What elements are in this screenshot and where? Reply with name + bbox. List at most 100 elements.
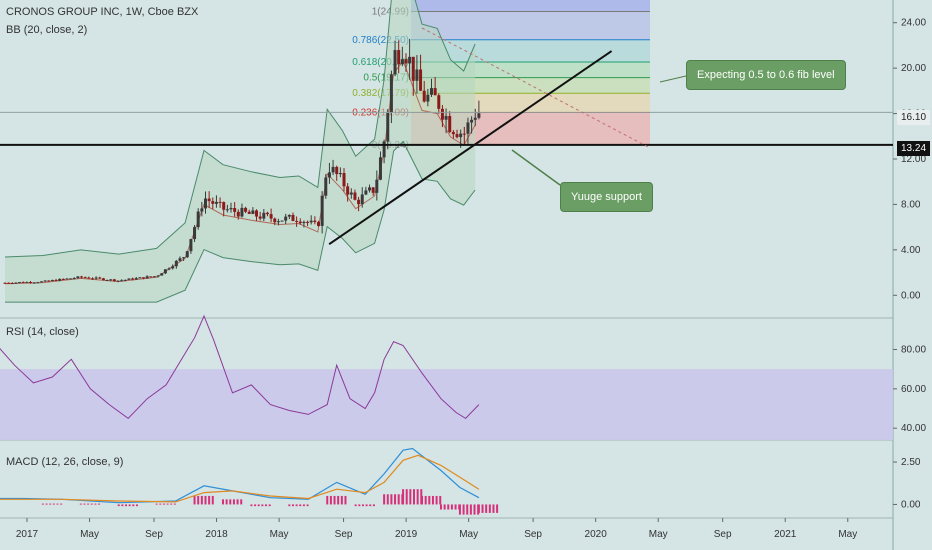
macd-histogram-bar [49, 503, 52, 505]
candle-body [76, 276, 80, 279]
macd-histogram-bar [492, 504, 495, 513]
macd-histogram-bar [41, 503, 44, 505]
candle-body [156, 275, 160, 277]
candle-body [437, 95, 441, 109]
candle-body [360, 194, 364, 205]
macd-histogram-bar [87, 503, 90, 505]
last-price-tag: 16.10 [897, 110, 931, 125]
candle-body [36, 282, 40, 284]
macd-histogram-bar [302, 504, 305, 507]
candle-body [389, 74, 393, 113]
candle-body [327, 172, 331, 178]
macd-histogram-bar [60, 503, 63, 505]
macd-histogram-bar [397, 494, 400, 505]
candle-body [131, 278, 135, 280]
candle-body [101, 278, 105, 281]
macd-histogram-bar [94, 503, 97, 505]
macd-histogram-bar [125, 504, 128, 507]
macd-histogram-bar [386, 494, 389, 505]
macd-histogram-bar [197, 495, 200, 505]
support-price-tag: 13.24 [897, 141, 931, 156]
macd-histogram-bar [477, 504, 480, 513]
macd-histogram-bar [117, 504, 120, 507]
candle-body [306, 221, 310, 223]
macd-histogram-bar [361, 504, 364, 507]
candle-body [415, 69, 419, 81]
candle-body [233, 208, 237, 212]
candle-body [255, 210, 259, 217]
candle-body [214, 201, 218, 204]
macd-histogram-bar [469, 504, 472, 515]
candle-body [284, 216, 288, 221]
time-tick-label: May [838, 529, 857, 540]
macd-histogram-bar [394, 494, 397, 505]
candle-body [236, 211, 240, 217]
candle-body [276, 221, 280, 223]
macd-histogram-bar [295, 504, 298, 507]
candle-body [273, 218, 277, 223]
candle-body [346, 186, 350, 195]
candle-body [18, 282, 22, 284]
candle-body [39, 281, 43, 283]
candle-body [225, 209, 229, 211]
macd-histogram-bar [413, 489, 416, 505]
candle-body [72, 278, 76, 280]
macd-histogram-bar [369, 504, 372, 507]
candle-body [342, 173, 346, 187]
macd-histogram-bar [173, 503, 176, 505]
candle-body [422, 90, 426, 102]
macd-histogram-bar [211, 495, 214, 505]
candle-body [145, 276, 149, 279]
candle-body [200, 208, 204, 212]
candle-body [3, 282, 7, 284]
candle-body [470, 119, 474, 123]
candle-body [287, 214, 291, 217]
candle-body [448, 115, 452, 133]
macd-histogram-bar [162, 503, 165, 505]
candle-body [83, 277, 87, 279]
candle-body [112, 279, 116, 282]
macd-histogram-bar [372, 504, 375, 507]
candle-body [80, 276, 84, 278]
time-tick-label: Sep [524, 529, 542, 540]
candle-body [87, 277, 91, 279]
macd-histogram-bar [326, 495, 329, 505]
candle-body [174, 260, 178, 267]
fib-diagonal [421, 27, 651, 149]
macd-histogram-bar [299, 504, 302, 507]
time-tick-label: 2017 [16, 529, 39, 540]
macd-histogram-bar [354, 504, 357, 507]
candle-body [309, 220, 313, 223]
candle-body [258, 216, 262, 219]
macd-histogram-bar [458, 504, 461, 515]
macd-histogram-bar [435, 495, 438, 505]
candle-body [94, 277, 98, 279]
rsi-legend: RSI (14, close) [6, 326, 79, 338]
candle-body [244, 207, 248, 212]
candle-body [426, 94, 430, 102]
rsi-tick-label: 80.00 [901, 344, 926, 355]
candle-body [251, 210, 255, 214]
macd-tick-label: 0.00 [901, 499, 921, 510]
candle-body [451, 132, 455, 135]
macd-histogram-bar [232, 499, 235, 505]
candle-body [98, 277, 102, 279]
candle-body [21, 282, 25, 284]
time-tick-label: May [649, 529, 668, 540]
candle-body [444, 115, 448, 120]
macd-histogram-bar [329, 495, 332, 505]
fib-level-label: 0.618(20.54) [352, 57, 409, 68]
candle-body [455, 134, 459, 138]
candle-body [193, 227, 197, 240]
macd-histogram-bar [250, 504, 253, 507]
candle-body [196, 211, 200, 228]
candle-body [419, 69, 423, 91]
macd-histogram-bar [254, 504, 257, 507]
candle-body [382, 141, 386, 158]
candle-body [185, 251, 189, 258]
candle-body [105, 280, 109, 282]
macd-histogram-bar [98, 503, 101, 505]
macd-histogram-bar [268, 504, 271, 507]
time-tick-label: Sep [335, 529, 353, 540]
